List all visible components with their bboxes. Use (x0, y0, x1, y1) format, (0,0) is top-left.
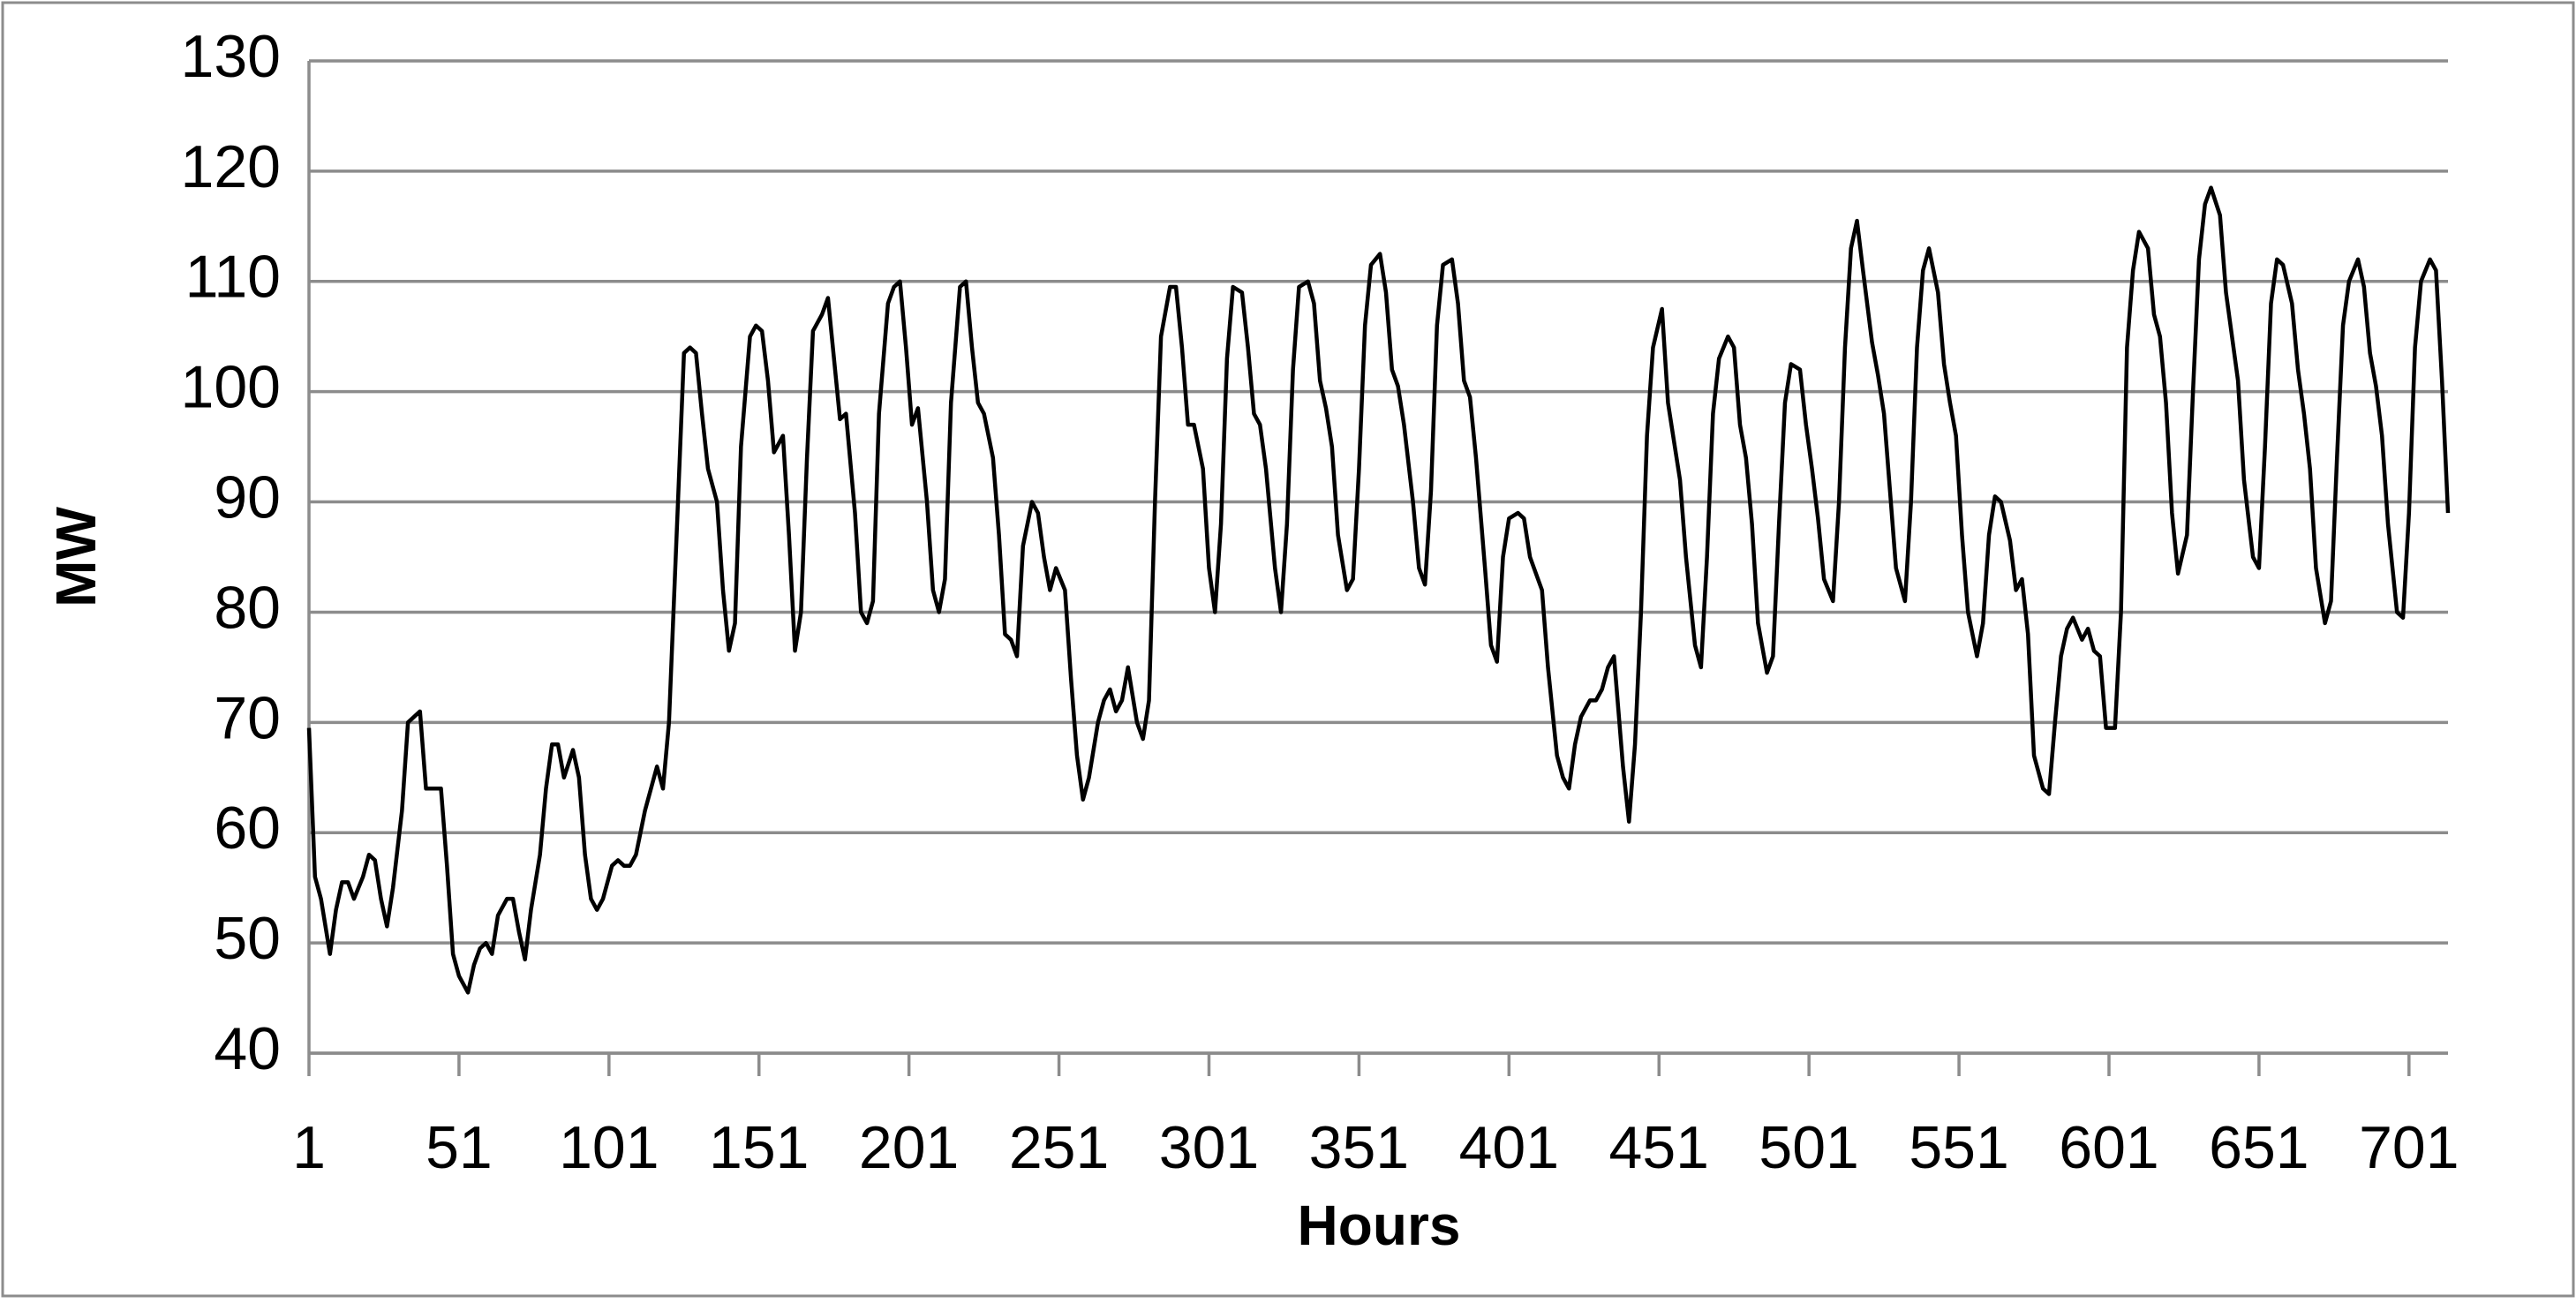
x-tick-label: 701 (2359, 1114, 2459, 1181)
y-tick-label: 90 (214, 464, 281, 531)
x-tick-label: 551 (1909, 1114, 2008, 1181)
x-tick-label: 51 (426, 1114, 493, 1181)
x-tick-label: 651 (2209, 1114, 2309, 1181)
x-tick-label: 601 (2059, 1114, 2158, 1181)
y-tick-label: 40 (214, 1015, 281, 1082)
y-tick-label: 120 (181, 133, 281, 200)
x-tick-label: 101 (559, 1114, 659, 1181)
y-tick-label: 50 (214, 905, 281, 972)
x-tick-label: 451 (1609, 1114, 1709, 1181)
x-tick-label: 501 (1759, 1114, 1858, 1181)
y-axis-title: MW (44, 507, 108, 607)
y-tick-label: 100 (181, 354, 281, 421)
y-tick-label: 80 (214, 574, 281, 641)
x-tick-label: 401 (1459, 1114, 1559, 1181)
x-tick-label: 151 (709, 1114, 809, 1181)
x-tick-label: 201 (859, 1114, 959, 1181)
x-axis-title: Hours (1298, 1194, 1461, 1257)
x-tick-label: 251 (1009, 1114, 1109, 1181)
x-tick-label: 301 (1159, 1114, 1259, 1181)
data-line (306, 185, 2451, 995)
y-tick-label: 130 (181, 23, 281, 90)
x-tick-label: 1 (292, 1114, 326, 1181)
y-tick-label: 70 (214, 684, 281, 751)
x-tick-label: 351 (1309, 1114, 1409, 1181)
y-tick-label: 60 (214, 795, 281, 862)
y-tick-label: 110 (185, 244, 281, 311)
